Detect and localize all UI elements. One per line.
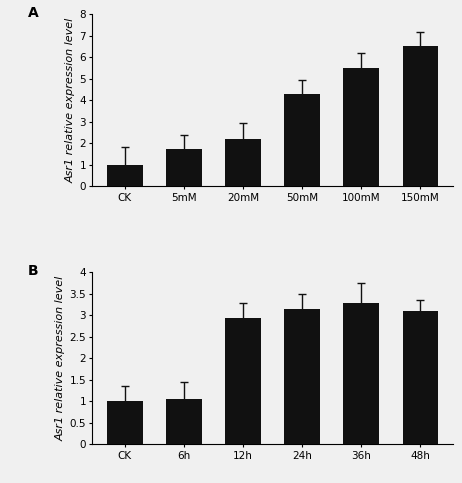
Y-axis label: Asr1 relative expression level: Asr1 relative expression level — [55, 276, 65, 441]
Y-axis label: Asr1 relative expression level: Asr1 relative expression level — [65, 18, 75, 183]
Text: A: A — [28, 6, 38, 20]
Bar — [225, 139, 261, 186]
Bar — [166, 399, 202, 444]
Bar — [343, 302, 379, 444]
Bar — [402, 311, 438, 444]
Bar — [343, 68, 379, 186]
Bar — [285, 94, 320, 186]
Bar — [402, 46, 438, 186]
Bar — [285, 309, 320, 444]
Bar — [107, 165, 143, 186]
Bar — [107, 401, 143, 444]
Text: B: B — [28, 264, 38, 278]
Bar — [225, 317, 261, 444]
Bar — [166, 149, 202, 186]
